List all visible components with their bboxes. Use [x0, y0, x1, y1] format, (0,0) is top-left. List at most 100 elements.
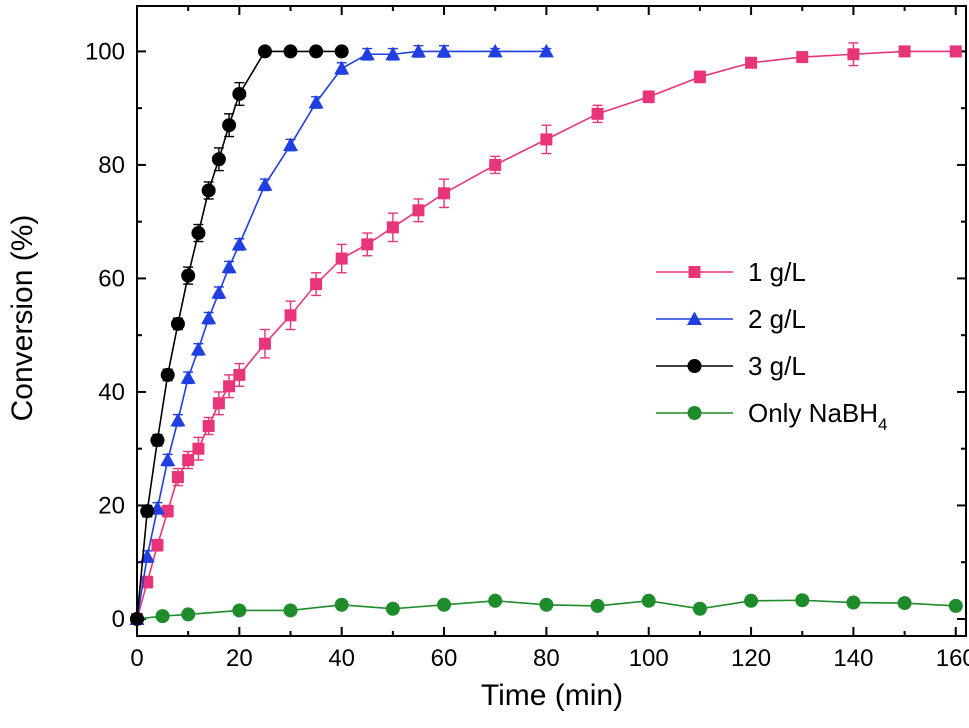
data-point-circle	[846, 595, 861, 610]
plot-area-border	[136, 5, 967, 637]
x-tick-label: 120	[731, 645, 771, 672]
data-point-circle	[488, 593, 503, 608]
x-tick-label: 160	[936, 645, 969, 672]
data-point-triangle	[410, 43, 426, 58]
legend-label: Only NaBH4	[748, 398, 888, 434]
y-tick-label: 20	[98, 492, 125, 519]
data-point-circle	[590, 598, 605, 613]
legend-entry: Only NaBH4	[656, 398, 888, 434]
legend-label: 1 g/L	[748, 257, 806, 287]
data-point-triangle	[334, 60, 350, 75]
legend: 1 g/L 2 g/L 3 g/L Only NaBH4	[656, 257, 888, 434]
data-point-circle	[283, 44, 298, 59]
data-point-triangle	[180, 370, 196, 384]
data-point-circle	[181, 268, 196, 283]
data-point-triangle	[160, 452, 176, 467]
x-tick-label: 0	[130, 645, 143, 672]
data-point-circle	[334, 44, 349, 59]
data-point-square	[171, 471, 184, 484]
series-line	[136, 599, 956, 620]
data-point-circle	[181, 607, 196, 622]
data-point-triangle	[231, 236, 247, 251]
x-tick-label: 80	[533, 645, 560, 672]
data-point-circle	[539, 597, 554, 612]
data-point-circle	[687, 359, 702, 373]
data-point-circle	[130, 611, 144, 626]
data-point-square	[412, 204, 425, 217]
series-line	[136, 50, 342, 620]
data-point-triangle	[201, 310, 217, 325]
data-point-square	[386, 221, 399, 234]
data-point-circle	[795, 593, 810, 608]
data-point-circle	[191, 226, 206, 241]
data-point-triangle	[283, 137, 299, 152]
data-point-triangle	[385, 46, 401, 61]
plot-frame	[136, 5, 967, 637]
data-point-circle	[687, 406, 702, 420]
data-point-square	[284, 309, 297, 322]
data-point-square	[693, 70, 706, 83]
data-point-square	[335, 252, 348, 265]
data-point-triangle	[170, 412, 186, 427]
series-group	[129, 42, 963, 626]
series-1-g-l	[131, 42, 962, 625]
data-point-circle	[437, 597, 452, 612]
data-point-circle	[170, 316, 185, 331]
data-point-square	[151, 539, 164, 552]
data-point-square	[438, 187, 451, 200]
y-tick-label: 60	[98, 265, 125, 292]
data-point-square	[796, 51, 809, 64]
data-point-triangle	[139, 549, 155, 563]
y-tick-label: 80	[98, 152, 125, 179]
data-point-square	[642, 90, 655, 103]
legend-entry: 2 g/L	[656, 304, 806, 334]
data-point-circle	[150, 433, 165, 448]
data-point-triangle	[436, 43, 452, 58]
data-point-square	[489, 158, 502, 171]
x-tick-label: 60	[431, 645, 458, 672]
legend-label: 3 g/L	[748, 351, 806, 381]
data-point-triangle	[359, 46, 375, 61]
data-point-triangle	[211, 285, 227, 299]
data-point-circle	[897, 596, 912, 611]
data-point-circle	[334, 597, 349, 612]
data-point-square	[192, 442, 205, 455]
series-3-g-l	[130, 44, 349, 626]
data-point-square	[898, 45, 911, 58]
data-point-circle	[160, 367, 175, 382]
data-point-circle	[222, 118, 237, 133]
data-point-square	[745, 56, 758, 69]
data-point-circle	[948, 598, 963, 613]
data-point-circle	[283, 603, 298, 618]
data-point-triangle	[538, 43, 554, 58]
series-only-nabh	[130, 593, 963, 626]
data-point-circle	[232, 603, 247, 618]
data-point-square	[310, 278, 323, 291]
data-point-square	[182, 454, 195, 467]
x-tick-label: 40	[328, 645, 355, 672]
data-point-square	[847, 48, 860, 61]
legend-entry: 1 g/L	[656, 257, 806, 287]
data-point-square	[161, 505, 174, 518]
data-point-square	[688, 266, 701, 278]
data-point-circle	[309, 44, 324, 59]
x-tick-label: 20	[226, 645, 253, 672]
axis-ticks: 0 20 40 60 80 100 120 140 160 0 20 40 60 80 100	[85, 6, 969, 672]
x-tick-label: 100	[629, 645, 669, 672]
data-point-circle	[744, 593, 759, 608]
series-line	[136, 50, 547, 620]
data-point-square	[361, 238, 374, 251]
data-point-circle	[155, 609, 170, 624]
data-point-circle	[211, 152, 226, 167]
series-2-g-l	[129, 43, 554, 625]
legend-label-subscript: 4	[878, 415, 887, 434]
data-point-square	[212, 397, 225, 410]
data-point-square	[233, 368, 246, 381]
x-axis-title: Time (min)	[481, 679, 623, 712]
data-point-square	[223, 380, 236, 393]
data-point-triangle	[190, 341, 206, 356]
data-point-triangle	[257, 177, 273, 191]
data-point-circle	[692, 601, 707, 616]
legend-label: 2 g/L	[748, 304, 806, 334]
